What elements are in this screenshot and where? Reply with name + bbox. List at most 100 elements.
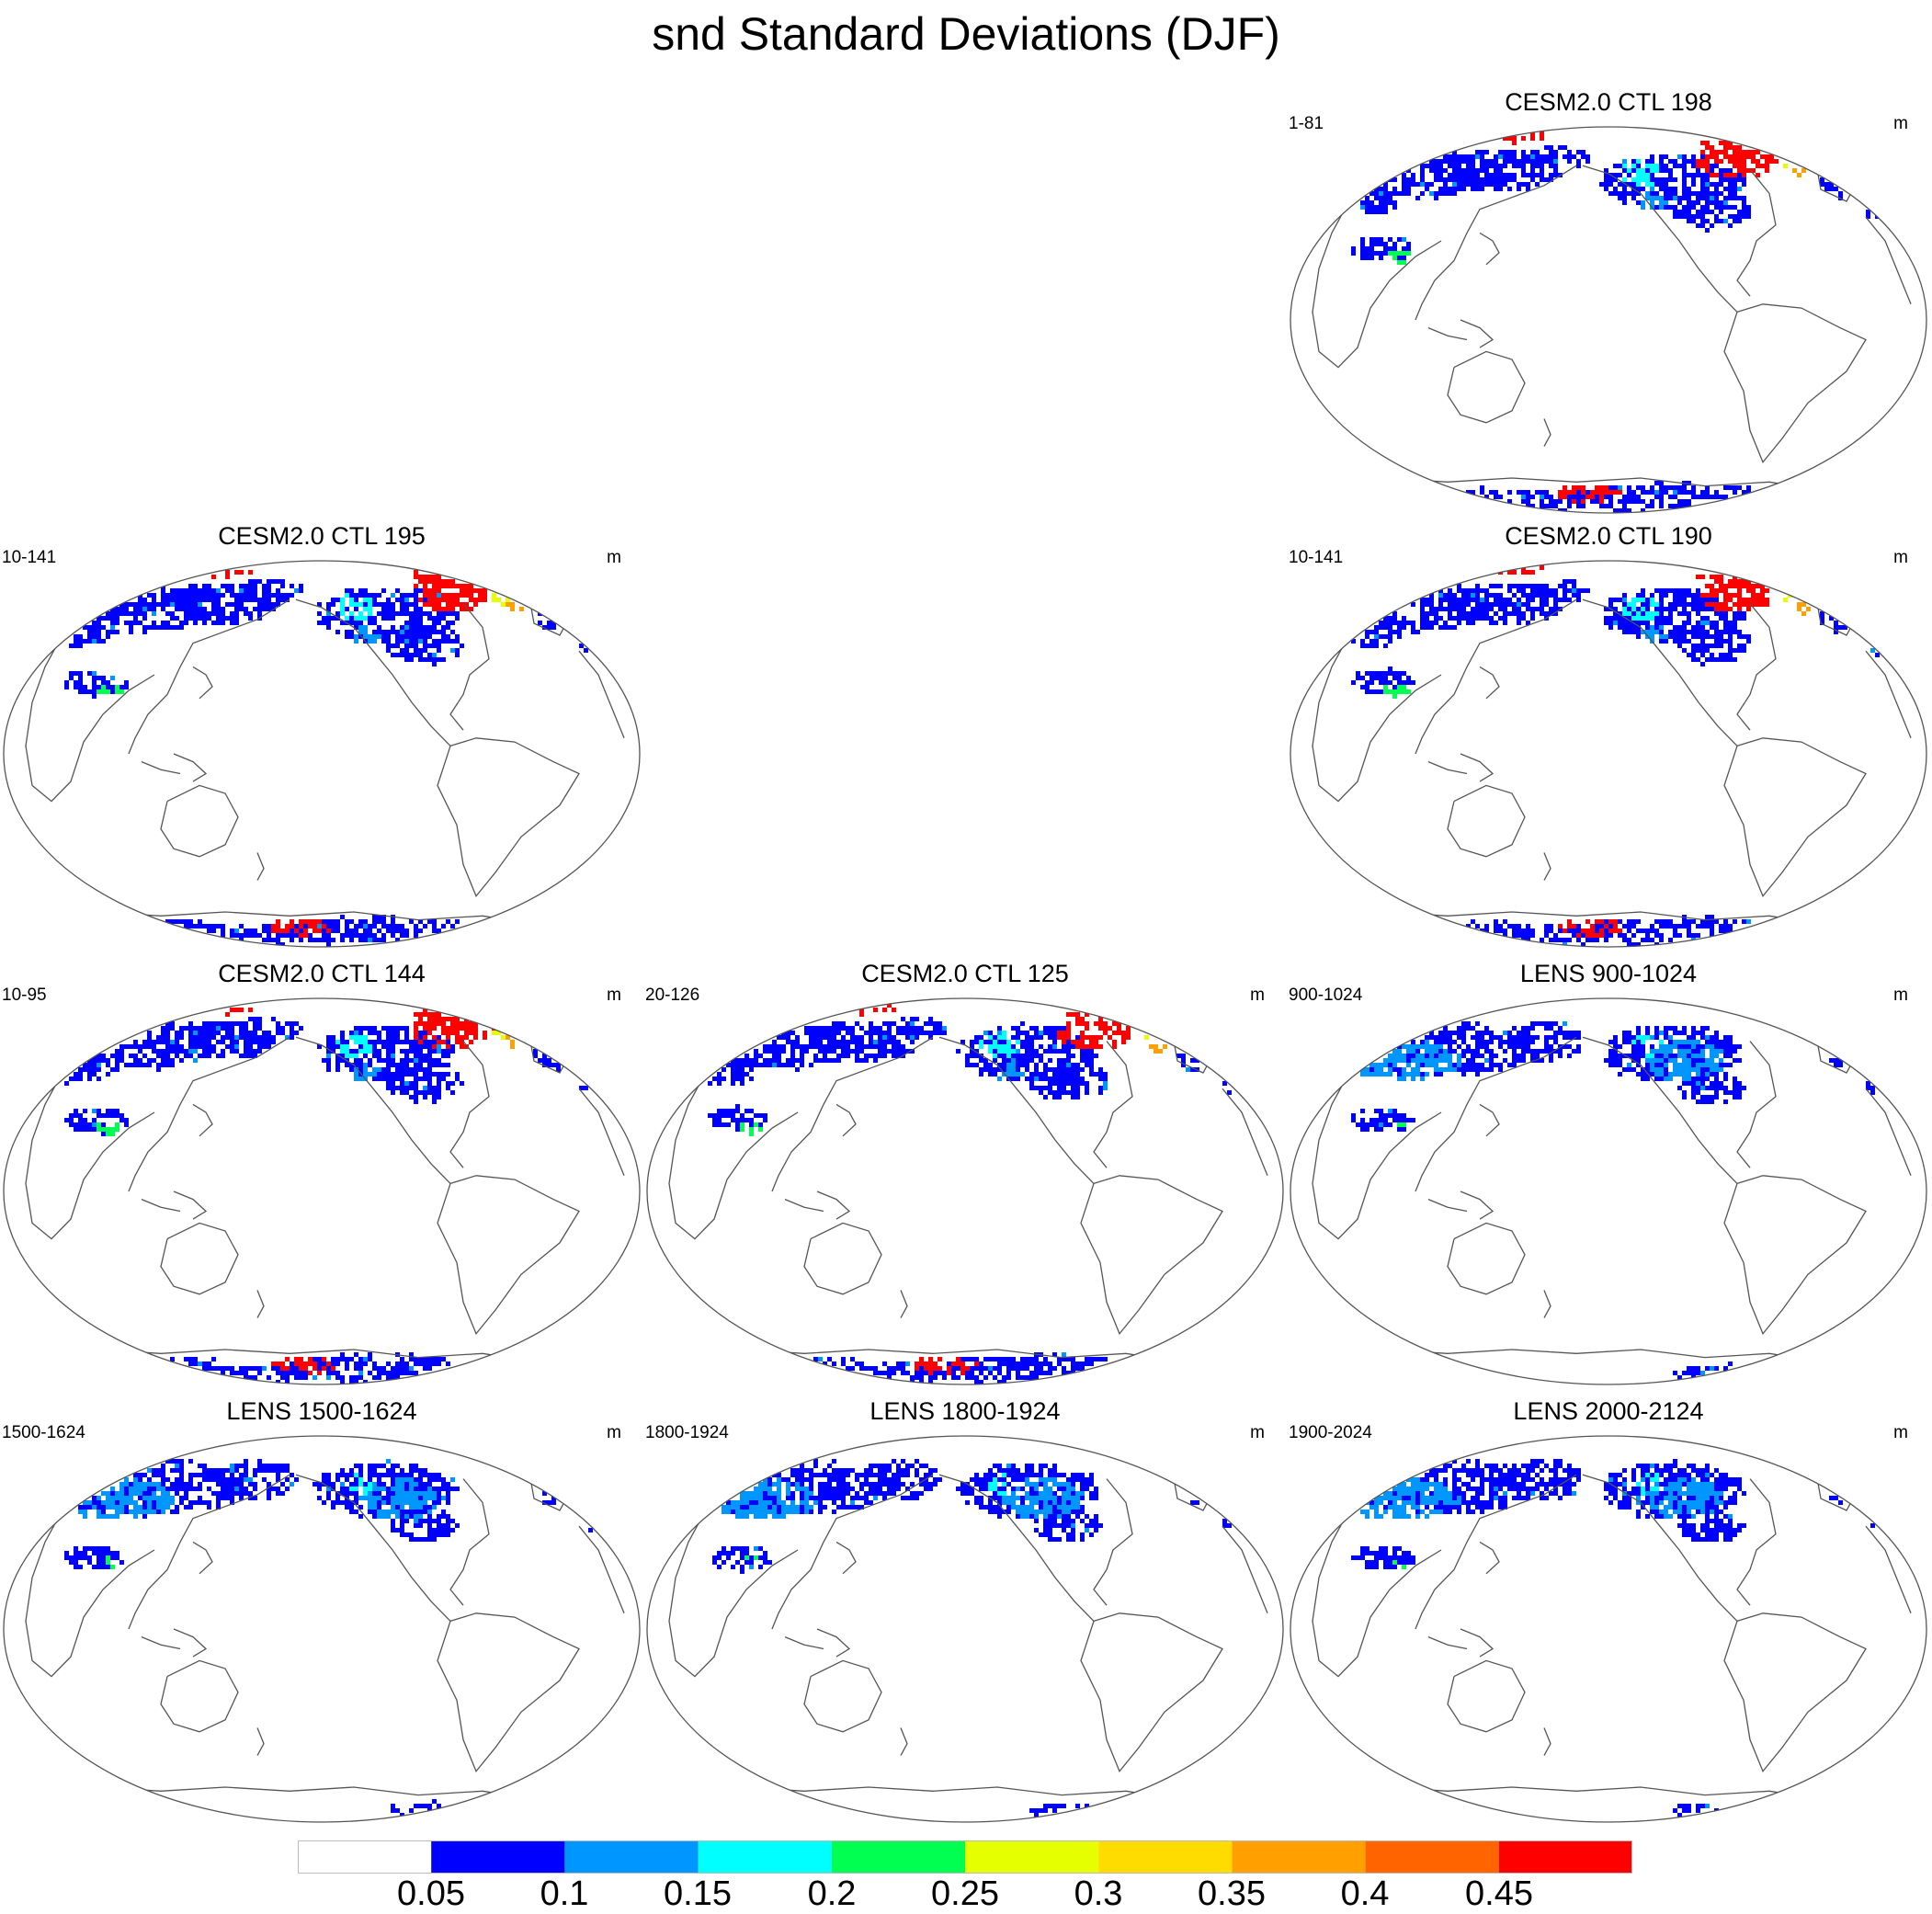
snow-cell <box>1756 159 1760 164</box>
snow-cell <box>142 1063 147 1067</box>
snow-cell <box>1691 214 1696 219</box>
snow-cell <box>1641 200 1645 205</box>
snow-cell <box>381 611 386 616</box>
snow-cell <box>1650 168 1654 173</box>
snow-cell <box>244 1040 248 1044</box>
snow-cell <box>1622 191 1627 196</box>
snow-cell <box>257 598 262 602</box>
snow-cell <box>262 1044 267 1049</box>
snow-cell <box>1710 223 1714 228</box>
snow-cell <box>248 929 253 933</box>
snow-cell <box>1494 584 1498 588</box>
snow-cell <box>1530 173 1535 177</box>
coastlines <box>1312 587 1912 925</box>
snow-cell <box>460 602 464 607</box>
snow-cell <box>124 611 129 616</box>
snow-cell <box>404 602 409 607</box>
snow-cell <box>1650 611 1654 616</box>
snow-cell <box>211 1035 216 1040</box>
snow-cell <box>358 933 363 938</box>
snow-cell <box>423 657 427 662</box>
snow-cell <box>253 933 257 938</box>
snow-cell <box>1668 485 1673 490</box>
snow-cell <box>358 593 363 598</box>
snow-cell <box>244 933 248 938</box>
snow-cell <box>1719 173 1723 177</box>
snow-cell <box>1723 919 1728 924</box>
snow-cell <box>584 648 588 653</box>
snow-cell <box>161 1054 165 1058</box>
snow-cell <box>271 938 276 942</box>
snow-cell <box>1530 584 1535 588</box>
snow-cell <box>1664 593 1668 598</box>
snow-cell <box>207 1021 211 1026</box>
snow-cell <box>257 933 262 938</box>
snow-cell <box>230 621 234 625</box>
snow-cell <box>1471 616 1475 621</box>
snow-cell <box>257 602 262 607</box>
coastline <box>1736 603 1777 731</box>
snow-cell <box>1710 653 1714 657</box>
snow-cell <box>1622 159 1627 164</box>
snow-cell <box>1452 187 1457 191</box>
snow-cell <box>207 588 211 593</box>
snow-cell <box>1475 593 1480 598</box>
snow-cell <box>1540 611 1544 616</box>
snow-cell <box>92 1058 97 1063</box>
snow-cell <box>1677 214 1682 219</box>
snow-cell <box>432 924 437 929</box>
snow-cell <box>1365 256 1369 260</box>
snow-cell <box>1714 205 1719 210</box>
snow-cell <box>1576 499 1581 504</box>
snow-cell <box>313 929 317 933</box>
snow-cell <box>257 579 262 584</box>
snow-cell <box>175 607 179 611</box>
snow-cell <box>1549 504 1553 508</box>
snow-cell <box>414 584 418 588</box>
snow-cell <box>1379 689 1383 694</box>
snow-cell <box>101 1054 106 1058</box>
snow-cell <box>257 1035 262 1040</box>
snow-cell <box>257 1021 262 1026</box>
snow-cell <box>119 685 124 689</box>
snow-cell <box>253 929 257 933</box>
snow-cell <box>175 593 179 598</box>
snow-cell <box>427 602 432 607</box>
snow-cell <box>358 588 363 593</box>
snow-cell <box>1673 485 1677 490</box>
snow-cell <box>1365 251 1369 256</box>
snow-cell <box>418 611 423 616</box>
snow-cell <box>1834 630 1838 634</box>
snow-cell <box>1710 621 1714 625</box>
snow-cell <box>87 634 92 639</box>
snow-cell <box>248 570 253 575</box>
snow-cell <box>221 607 225 611</box>
snow-cell <box>1392 205 1397 210</box>
snow-cell <box>78 1077 83 1081</box>
snow-cell <box>1765 168 1769 173</box>
coastline <box>256 852 265 881</box>
snow-cell <box>1604 929 1608 933</box>
snow-cell <box>1875 653 1880 657</box>
snow-cell <box>1737 485 1742 490</box>
snow-cell <box>1682 504 1687 508</box>
panel-title: CESM2.0 CTL 144 <box>218 960 426 987</box>
snow-cell <box>1737 644 1742 648</box>
coastline <box>1543 852 1551 881</box>
snow-cell <box>133 1054 138 1058</box>
snow-cell <box>1475 616 1480 621</box>
snow-cell <box>349 621 354 625</box>
snow-cell <box>1540 504 1544 508</box>
snow-cell <box>152 1058 156 1063</box>
snow-cell <box>1622 593 1627 598</box>
snow-cell <box>377 611 381 616</box>
snow-cell <box>1549 145 1553 150</box>
snow-cell <box>1544 924 1549 929</box>
snow-cell <box>1691 495 1696 499</box>
snow-cell <box>253 1049 257 1054</box>
snow-cell <box>345 929 349 933</box>
panel-title: CESM2.0 CTL 190 <box>1505 522 1712 550</box>
snow-cell <box>1443 607 1448 611</box>
snow-cell <box>372 919 377 924</box>
snow-cell <box>1737 145 1742 150</box>
